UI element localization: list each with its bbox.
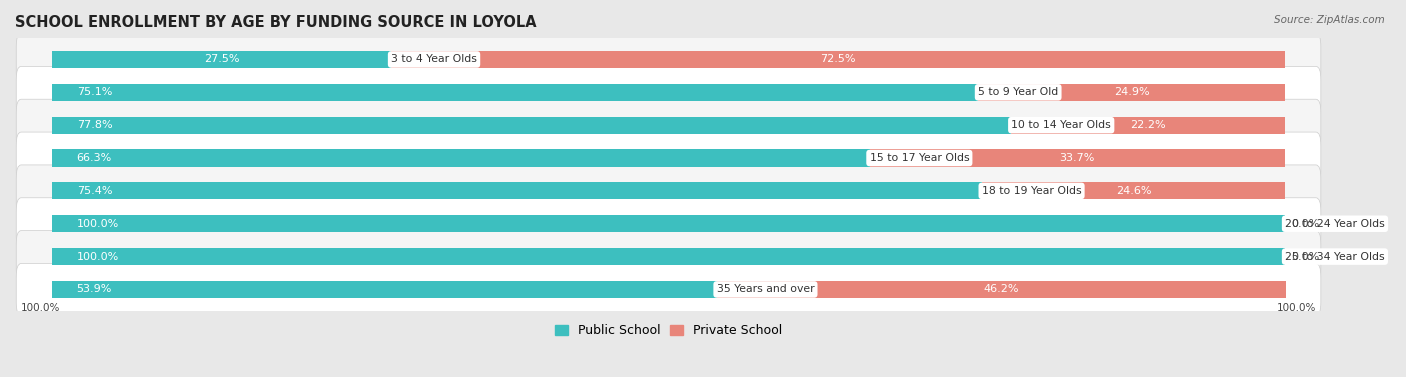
Text: 0.0%: 0.0% <box>1291 219 1319 229</box>
Text: 27.5%: 27.5% <box>204 54 239 64</box>
Text: 25 to 34 Year Olds: 25 to 34 Year Olds <box>1285 251 1385 262</box>
Text: 15 to 17 Year Olds: 15 to 17 Year Olds <box>869 153 969 163</box>
Text: 75.1%: 75.1% <box>77 87 112 97</box>
FancyBboxPatch shape <box>17 231 1320 282</box>
FancyBboxPatch shape <box>17 165 1320 217</box>
Text: 10 to 14 Year Olds: 10 to 14 Year Olds <box>1011 120 1111 130</box>
Text: 100.0%: 100.0% <box>77 251 120 262</box>
Bar <box>52 182 981 199</box>
Bar <box>52 248 1285 265</box>
Text: 77.8%: 77.8% <box>77 120 112 130</box>
Text: 100.0%: 100.0% <box>21 303 60 314</box>
Text: 46.2%: 46.2% <box>984 284 1019 294</box>
Text: 100.0%: 100.0% <box>77 219 120 229</box>
Bar <box>979 84 1285 101</box>
Text: 5 to 9 Year Old: 5 to 9 Year Old <box>979 87 1059 97</box>
Text: 100.0%: 100.0% <box>1277 303 1316 314</box>
Text: 0.0%: 0.0% <box>1291 251 1319 262</box>
FancyBboxPatch shape <box>17 198 1320 250</box>
Text: 22.2%: 22.2% <box>1130 120 1166 130</box>
Bar <box>981 182 1285 199</box>
Bar <box>52 150 869 167</box>
Text: 24.9%: 24.9% <box>1114 87 1149 97</box>
FancyBboxPatch shape <box>17 264 1320 316</box>
Text: 3 to 4 Year Olds: 3 to 4 Year Olds <box>391 54 477 64</box>
Text: 18 to 19 Year Olds: 18 to 19 Year Olds <box>981 186 1081 196</box>
Text: 66.3%: 66.3% <box>77 153 112 163</box>
Text: 24.6%: 24.6% <box>1116 186 1152 196</box>
FancyBboxPatch shape <box>17 66 1320 118</box>
Bar <box>391 51 1285 68</box>
Text: SCHOOL ENROLLMENT BY AGE BY FUNDING SOURCE IN LOYOLA: SCHOOL ENROLLMENT BY AGE BY FUNDING SOUR… <box>15 15 537 30</box>
Text: 72.5%: 72.5% <box>820 54 856 64</box>
Text: 75.4%: 75.4% <box>77 186 112 196</box>
Bar <box>52 51 391 68</box>
Legend: Public School, Private School: Public School, Private School <box>555 324 782 337</box>
Bar <box>52 84 979 101</box>
Bar <box>52 281 717 298</box>
Text: 33.7%: 33.7% <box>1060 153 1095 163</box>
Bar <box>869 150 1285 167</box>
Text: 35 Years and over: 35 Years and over <box>717 284 814 294</box>
Text: 53.9%: 53.9% <box>77 284 112 294</box>
Bar <box>1011 116 1285 134</box>
Text: Source: ZipAtlas.com: Source: ZipAtlas.com <box>1274 15 1385 25</box>
Bar <box>52 215 1285 232</box>
Text: 20 to 24 Year Olds: 20 to 24 Year Olds <box>1285 219 1385 229</box>
Bar <box>52 116 1011 134</box>
FancyBboxPatch shape <box>17 99 1320 151</box>
Bar <box>717 281 1286 298</box>
FancyBboxPatch shape <box>17 132 1320 184</box>
FancyBboxPatch shape <box>17 34 1320 86</box>
